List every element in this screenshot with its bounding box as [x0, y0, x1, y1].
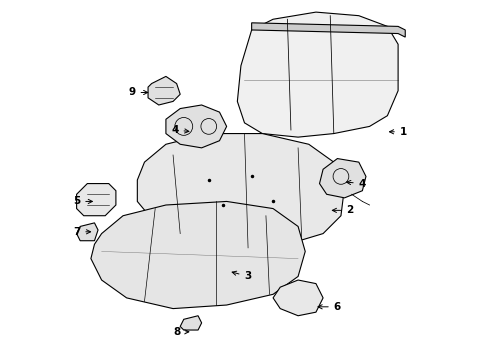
PathPatch shape	[319, 158, 365, 198]
PathPatch shape	[237, 12, 397, 137]
Text: 8: 8	[173, 327, 188, 337]
PathPatch shape	[77, 184, 116, 216]
PathPatch shape	[148, 76, 180, 105]
Text: 7: 7	[73, 227, 90, 237]
Text: 6: 6	[317, 302, 340, 312]
Text: 4: 4	[171, 125, 188, 135]
Text: 2: 2	[332, 205, 353, 215]
Text: 9: 9	[128, 87, 147, 98]
Text: 5: 5	[73, 197, 92, 206]
PathPatch shape	[180, 316, 201, 330]
PathPatch shape	[165, 105, 226, 148]
PathPatch shape	[77, 223, 98, 241]
Text: 3: 3	[232, 271, 251, 282]
PathPatch shape	[137, 134, 344, 248]
Text: 4: 4	[346, 179, 366, 189]
Text: 1: 1	[388, 127, 406, 137]
PathPatch shape	[91, 202, 305, 309]
PathPatch shape	[272, 280, 323, 316]
PathPatch shape	[251, 23, 405, 37]
